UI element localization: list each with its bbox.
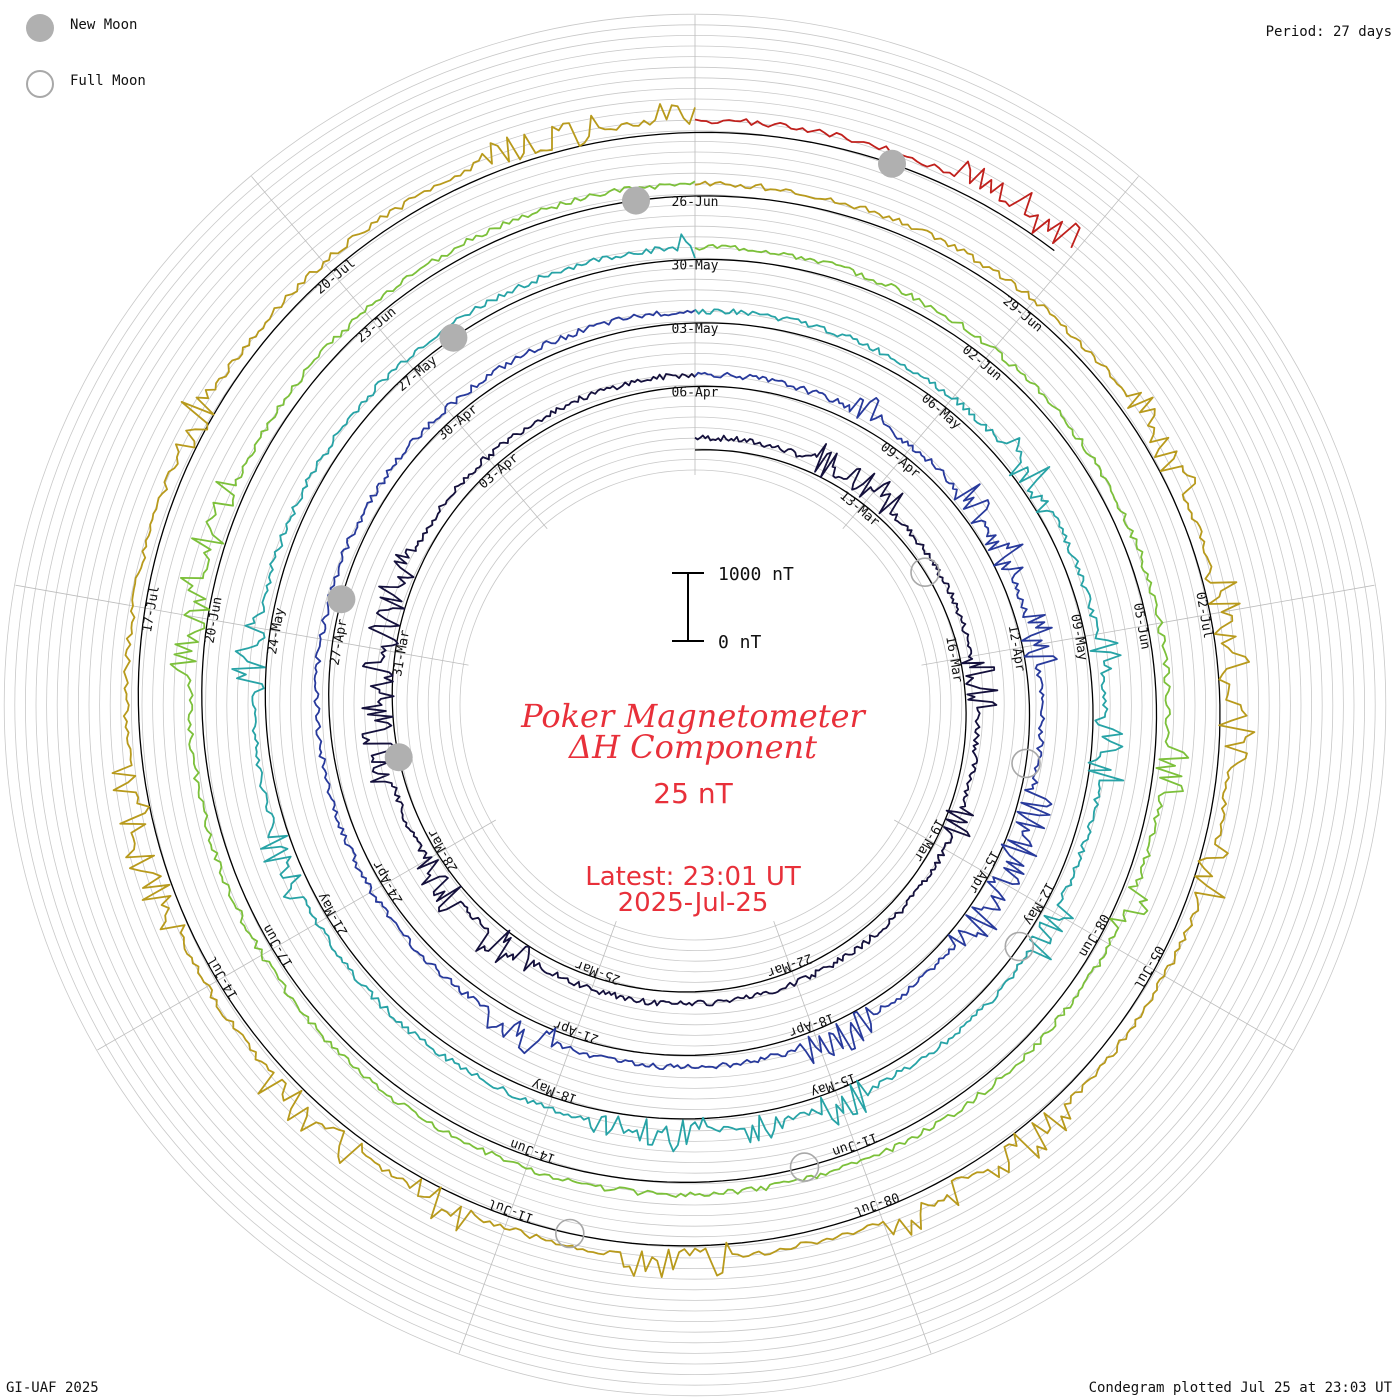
scale-bar: 1000 nT 0 nT (672, 564, 794, 653)
scale-bar-top-label: 1000 nT (718, 564, 794, 585)
day-spoke (773, 920, 932, 1354)
day-spoke (894, 819, 1293, 1051)
full-moon-icon (26, 70, 54, 98)
tick-label: 12-May (1020, 879, 1057, 927)
day-spoke (251, 176, 548, 530)
spoke-layer (15, 15, 1375, 1354)
tick-label: 11-Jul (486, 1195, 535, 1225)
new-moon-marker (327, 585, 356, 614)
tick-label: 26-Jun (672, 195, 719, 210)
day-spoke (458, 920, 617, 1354)
tick-label: 20-Jul (313, 256, 359, 298)
tick-label: 14-Jun (508, 1136, 557, 1166)
series-line-rotation-2 (313, 309, 1058, 1070)
grid-ring (3, 13, 1387, 1397)
tick-label: 21-Apr (551, 1016, 600, 1046)
latest-date: 2025-Jul-25 (618, 888, 769, 918)
tick-label: 17-Jul (140, 585, 163, 634)
tick-label: 28-Mar (425, 826, 462, 874)
day-spoke (15, 584, 469, 666)
legend-new-moon-label: New Moon (70, 17, 138, 33)
tick-label: 30-Apr (435, 402, 481, 444)
tick-label: 05-Jul (1130, 943, 1166, 991)
grid-layer (3, 13, 1387, 1397)
full-moon-marker (1004, 931, 1035, 962)
tick-label: 12-Apr (1005, 624, 1028, 673)
tick-label: 21-May (315, 890, 352, 938)
chart-title-line1: Poker Magnetometer (520, 697, 866, 735)
new-moon-marker (878, 149, 906, 178)
full-moon-marker (1011, 748, 1041, 779)
center-title: Poker Magnetometer ΔH Component 25 nT La… (520, 697, 866, 918)
tick-label: 20-Jun (203, 596, 226, 645)
new-moon-icon (26, 14, 54, 42)
tick-label: 27-May (395, 353, 441, 395)
baseline-spiral (137, 131, 1221, 1247)
full-moon-marker (910, 557, 940, 588)
full-moon-marker (789, 1152, 820, 1182)
new-moon-marker (622, 186, 650, 215)
chart-title-line2: ΔH Component (567, 728, 817, 766)
new-moon-marker (384, 743, 413, 772)
moon-layer (327, 149, 1041, 1249)
baseline-label: 25 nT (653, 777, 733, 810)
tick-label: 23-Jun (354, 305, 400, 347)
tick-label: 30-May (672, 259, 719, 274)
tick-label: 25-Mar (573, 957, 622, 987)
latest-time: Latest: 23:01 UT (585, 862, 801, 892)
tick-label: 16-Mar (942, 635, 965, 684)
tick-label: 19-Mar (910, 816, 947, 864)
tick-label: 15-Apr (965, 847, 1002, 895)
footer-plot-time: Condegram plotted Jul 25 at 23:03 UT (1088, 1380, 1392, 1396)
new-moon-marker (439, 323, 468, 352)
day-spoke (842, 176, 1139, 530)
full-moon-marker (554, 1218, 585, 1249)
tick-label: 18-May (530, 1076, 579, 1106)
scale-bar-bottom-label: 0 nT (718, 632, 762, 653)
tick-label: 06-Apr (672, 386, 719, 401)
series-line-rotation-5 (111, 103, 1256, 1278)
series-line-rotation-4 (169, 180, 1190, 1198)
tick-label: 05-Jun (1130, 602, 1153, 651)
tick-label: 17-Jun (260, 922, 296, 970)
period-label: Period: 27 days (1265, 24, 1392, 40)
tick-label: 09-May (1067, 613, 1090, 662)
series-line-rotation-3 (231, 233, 1125, 1153)
tick-label: 03-May (672, 322, 719, 337)
series-layer (111, 103, 1256, 1278)
tick-label: 02-Jul (1192, 591, 1215, 640)
legend-full-moon-label: Full Moon (70, 73, 146, 89)
tick-label: 08-Jul (852, 1189, 901, 1219)
footer-credit: GI-UAF 2025 (6, 1380, 99, 1396)
